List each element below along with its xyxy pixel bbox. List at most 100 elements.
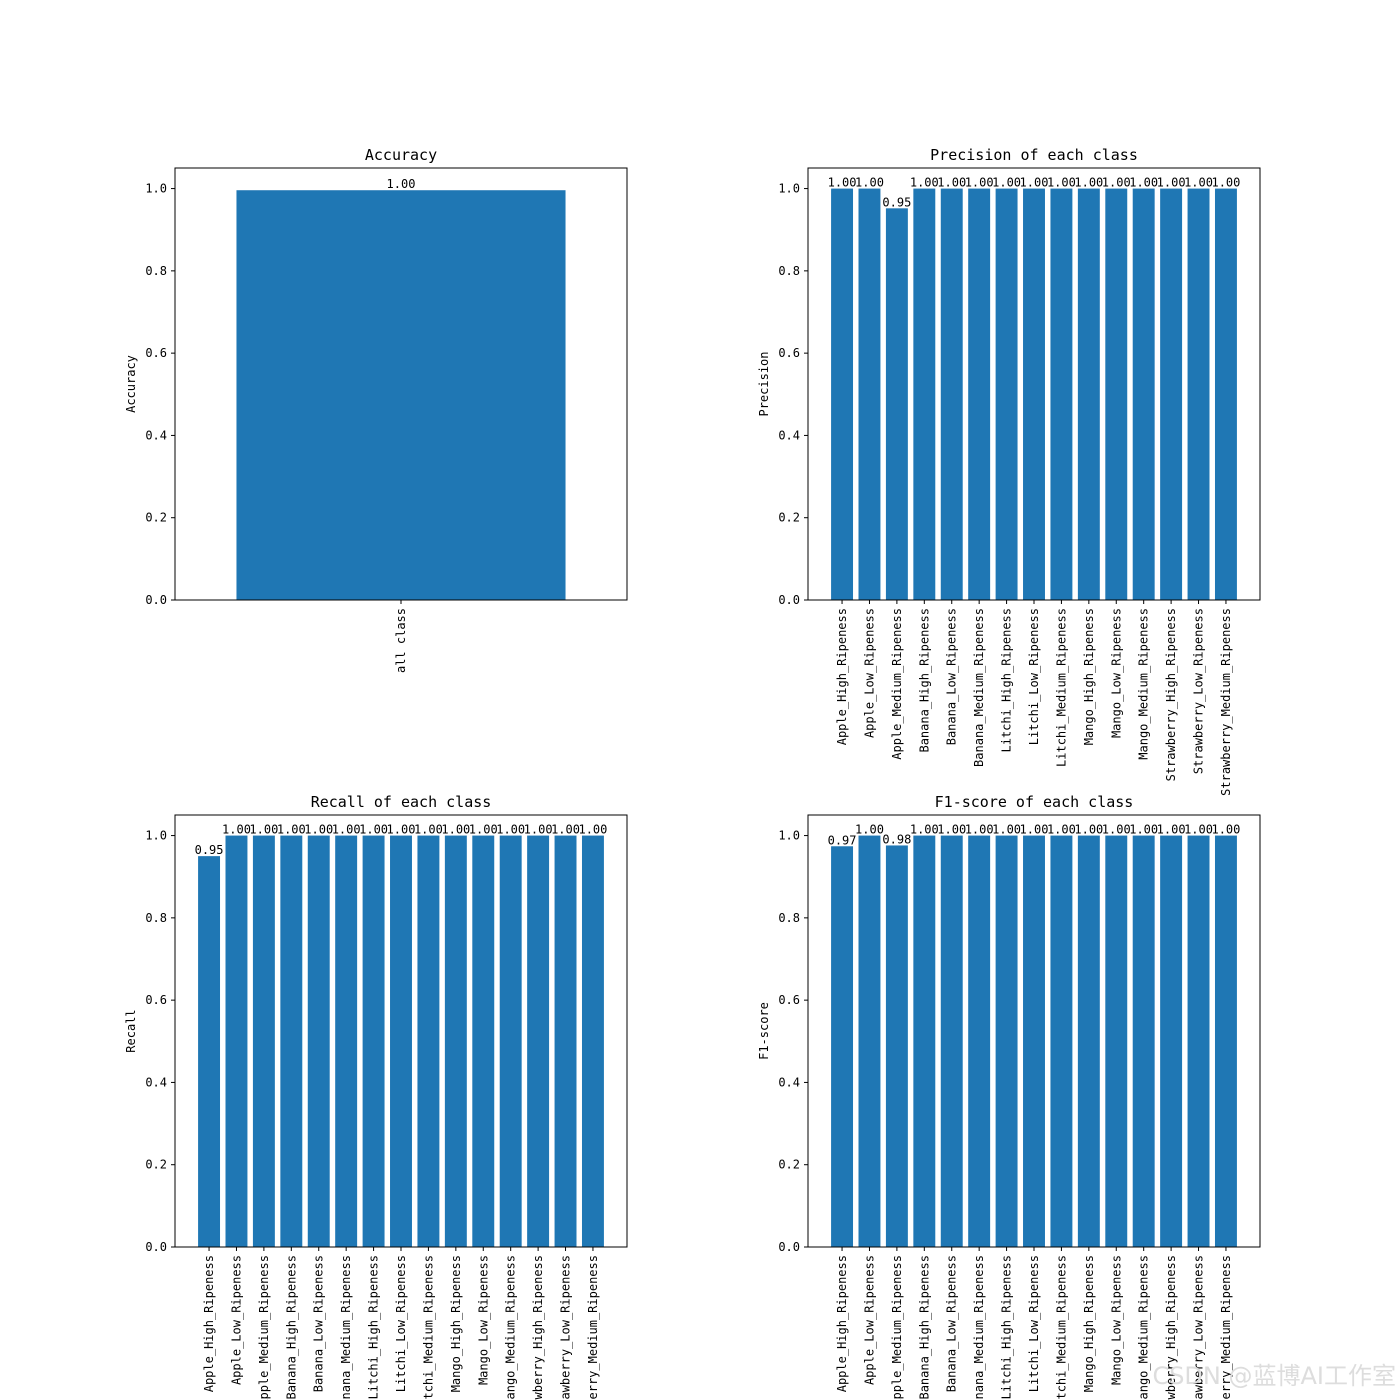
precision-bar-apple-medium-ripeness	[885, 208, 908, 600]
precision-value-label-apple-low-ripeness: 1.00	[855, 176, 884, 190]
recall-value-label-litchi-low-ripeness: 1.00	[387, 823, 416, 837]
recall-value-label-mango-high-ripeness: 1.00	[441, 823, 470, 837]
precision-bar-mango-medium-ripeness	[1132, 188, 1155, 600]
f1-score-bar-banana-low-ripeness	[940, 835, 963, 1247]
recall-y-tick-label: 1.0	[145, 829, 167, 843]
f1-score-y-tick-label: 0.4	[778, 1075, 800, 1089]
accuracy-y-tick-label: 0.8	[145, 264, 167, 278]
accuracy-y-tick-label: 1.0	[145, 182, 167, 196]
f1-score-bar-strawberry-low-ripeness	[1187, 835, 1210, 1247]
recall-value-label-litchi-high-ripeness: 1.00	[359, 823, 388, 837]
precision-chart: 1.00 Apple_High_Ripeness 1.00 Apple_Low_Rip…	[757, 146, 1261, 796]
f1-score-value-label-apple-low-ripeness: 1.00	[855, 823, 884, 837]
precision-value-label-banana-high-ripeness: 1.00	[910, 176, 939, 190]
precision-bar-strawberry-low-ripeness	[1187, 188, 1210, 600]
recall-y-tick-label: 0.0	[145, 1240, 167, 1254]
precision-value-label-banana-medium-ripeness: 1.00	[965, 176, 994, 190]
precision-bar-litchi-high-ripeness	[995, 188, 1018, 600]
f1-score-x-tick-label-litchi-low-ripeness: Litchi_Low_Ripeness	[1027, 1255, 1041, 1392]
precision-x-tick-label-litchi-medium-ripeness: Litchi_Medium_Ripeness	[1054, 608, 1068, 767]
accuracy-chart: 1.00 all class 0.0 0.2 0.4 0.6 0.8 1.0 Accuracy A…	[124, 146, 628, 673]
accuracy-y-tick-label: 0.6	[145, 346, 167, 360]
f1-score-value-label-litchi-low-ripeness: 1.00	[1020, 823, 1049, 837]
recall-bar-mango-high-ripeness	[444, 835, 467, 1247]
recall-x-tick-label-mango-high-ripeness: Mango_High_Ripeness	[449, 1255, 463, 1392]
f1-score-bar-mango-low-ripeness	[1105, 835, 1128, 1247]
precision-x-tick-label-apple-medium-ripeness: Apple_Medium_Ripeness	[890, 608, 904, 760]
precision-value-label-banana-low-ripeness: 1.00	[937, 176, 966, 190]
recall-chart: 0.95 Apple_High_Ripeness 1.00 Apple_Low_Rip…	[124, 793, 628, 1400]
recall-bar-banana-low-ripeness	[307, 835, 330, 1247]
f1-score-x-tick-label-apple-high-ripeness: Apple_High_Ripeness	[835, 1255, 849, 1392]
precision-bar-banana-low-ripeness	[940, 188, 963, 600]
precision-bar-mango-high-ripeness	[1077, 188, 1100, 600]
precision-x-tick-label-litchi-high-ripeness: Litchi_High_Ripeness	[1000, 608, 1014, 753]
f1-score-x-tick-label-mango-medium-ripeness: Mango_Medium_Ripeness	[1137, 1255, 1151, 1400]
accuracy-bar-all-class	[236, 190, 566, 600]
recall-axes-frame	[174, 814, 628, 1248]
f1-score-y-tick-label: 1.0	[778, 829, 800, 843]
f1-score-value-label-banana-low-ripeness: 1.00	[937, 823, 966, 837]
precision-y-tick-label: 1.0	[778, 182, 800, 196]
precision-bar-apple-low-ripeness	[858, 188, 881, 600]
precision-value-label-litchi-high-ripeness: 1.00	[992, 176, 1021, 190]
recall-bar-litchi-low-ripeness	[390, 835, 412, 1247]
f1-score-y-tick-label: 0.0	[778, 1240, 800, 1254]
recall-x-tick-label-apple-high-ripeness: Apple_High_Ripeness	[202, 1255, 216, 1392]
recall-value-label-mango-medium-ripeness: 1.00	[496, 823, 525, 837]
f1-score-bar-strawberry-medium-ripeness	[1214, 835, 1237, 1247]
f1-score-bar-litchi-high-ripeness	[995, 835, 1018, 1247]
recall-y-tick-label: 0.4	[145, 1075, 167, 1089]
precision-value-label-litchi-low-ripeness: 1.00	[1020, 176, 1049, 190]
precision-x-tick-label-apple-high-ripeness: Apple_High_Ripeness	[835, 608, 849, 745]
f1-score-chart: 0.97 Apple_High_Ripeness 1.00 Apple_Low_Rip…	[757, 793, 1261, 1400]
recall-y-tick-label: 0.6	[145, 993, 167, 1007]
f1-score-x-tick-label-banana-medium-ripeness: Banana_Medium_Ripeness	[972, 1255, 986, 1400]
recall-value-label-banana-low-ripeness: 1.00	[304, 823, 333, 837]
precision-bar-banana-medium-ripeness	[968, 188, 991, 600]
precision-x-tick-label-strawberry-low-ripeness: Strawberry_Low_Ripeness	[1192, 608, 1206, 774]
precision-x-tick-label-banana-low-ripeness: Banana_Low_Ripeness	[945, 608, 959, 745]
recall-chart-title: Recall of each class	[311, 793, 492, 811]
f1-score-axes-frame	[807, 814, 1261, 1248]
precision-x-tick-label-strawberry-high-ripeness: Strawberry_High_Ripeness	[1164, 608, 1178, 781]
recall-value-label-strawberry-high-ripeness: 1.00	[524, 823, 553, 837]
recall-value-label-strawberry-low-ripeness: 1.00	[551, 823, 580, 837]
f1-score-value-label-strawberry-low-ripeness: 1.00	[1184, 823, 1213, 837]
precision-x-tick-label-mango-high-ripeness: Mango_High_Ripeness	[1082, 608, 1096, 745]
recall-x-tick-label-strawberry-medium-ripeness: Strawberry_Medium_Ripeness	[586, 1255, 600, 1400]
recall-x-tick-label-strawberry-low-ripeness: Strawberry_Low_Ripeness	[559, 1255, 573, 1400]
precision-x-tick-label-litchi-low-ripeness: Litchi_Low_Ripeness	[1027, 608, 1041, 745]
precision-value-label-strawberry-low-ripeness: 1.00	[1184, 176, 1213, 190]
recall-bar-mango-low-ripeness	[472, 835, 495, 1247]
recall-y-tick-label: 0.8	[145, 911, 167, 925]
recall-x-tick-label-banana-low-ripeness: Banana_Low_Ripeness	[312, 1255, 326, 1392]
f1-score-x-tick-label-strawberry-high-ripeness: Strawberry_High_Ripeness	[1164, 1255, 1178, 1400]
precision-value-label-apple-medium-ripeness: 0.95	[882, 195, 911, 209]
f1-score-x-tick-label-apple-medium-ripeness: Apple_Medium_Ripeness	[890, 1255, 904, 1400]
precision-bar-litchi-medium-ripeness	[1050, 188, 1073, 600]
f1-score-value-label-mango-medium-ripeness: 1.00	[1129, 823, 1158, 837]
recall-bar-mango-medium-ripeness	[499, 835, 522, 1247]
recall-y-tick-label: 0.2	[145, 1158, 167, 1172]
precision-x-tick-label-strawberry-medium-ripeness: Strawberry_Medium_Ripeness	[1219, 608, 1233, 796]
f1-score-x-tick-label-mango-low-ripeness: Mango_Low_Ripeness	[1109, 1255, 1123, 1385]
accuracy-y-tick-label: 0.0	[145, 593, 167, 607]
f1-score-bar-apple-high-ripeness	[831, 846, 854, 1247]
precision-y-tick-label: 0.4	[778, 428, 800, 442]
f1-score-bar-apple-medium-ripeness	[885, 845, 908, 1247]
accuracy-y-tick-label: 0.2	[145, 511, 167, 525]
f1-score-bar-mango-medium-ripeness	[1132, 835, 1155, 1247]
f1-score-value-label-apple-high-ripeness: 0.97	[828, 833, 857, 847]
precision-x-tick-label-mango-low-ripeness: Mango_Low_Ripeness	[1109, 608, 1123, 738]
recall-x-tick-label-banana-medium-ripeness: Banana_Medium_Ripeness	[339, 1255, 353, 1400]
f1-score-bar-strawberry-high-ripeness	[1160, 835, 1183, 1247]
precision-chart-title: Precision of each class	[930, 146, 1138, 164]
precision-value-label-mango-medium-ripeness: 1.00	[1129, 176, 1158, 190]
precision-value-label-litchi-medium-ripeness: 1.00	[1047, 176, 1076, 190]
recall-bar-apple-low-ripeness	[225, 835, 248, 1247]
f1-score-value-label-strawberry-medium-ripeness: 1.00	[1211, 823, 1240, 837]
precision-x-tick-label-mango-medium-ripeness: Mango_Medium_Ripeness	[1137, 608, 1151, 760]
f1-score-value-label-mango-high-ripeness: 1.00	[1074, 823, 1103, 837]
recall-x-tick-label-litchi-high-ripeness: Litchi_High_Ripeness	[367, 1255, 381, 1400]
